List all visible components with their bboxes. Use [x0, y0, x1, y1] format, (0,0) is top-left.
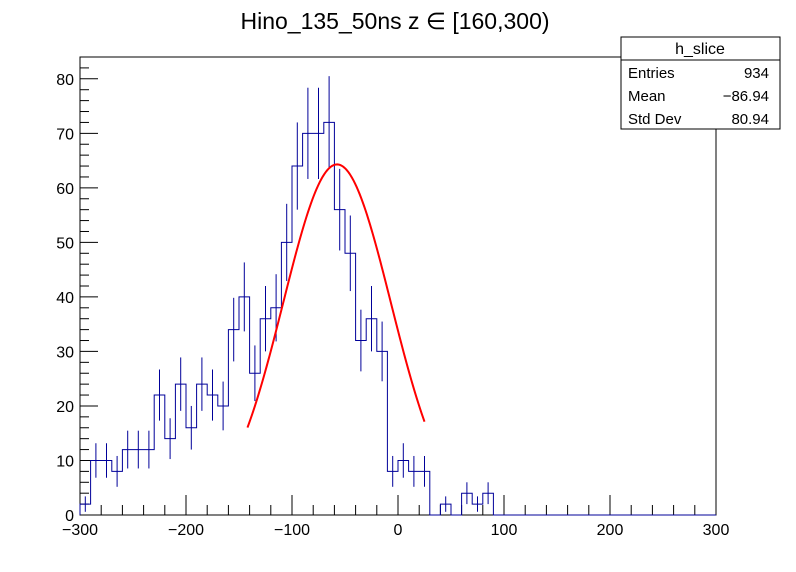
stats-stddev-value: 80.94	[731, 111, 769, 128]
x-tick-label: −100	[274, 522, 310, 539]
x-tick-label: 100	[491, 522, 518, 539]
gaussian-fit-curve	[246, 163, 426, 428]
stats-mean-label: Mean	[628, 88, 666, 105]
stats-mean-value: −86.94	[723, 88, 769, 105]
y-tick-label: 60	[56, 181, 74, 198]
y-tick-label: 0	[65, 508, 74, 525]
y-tick-label: 10	[56, 453, 74, 470]
x-tick-label: 0	[394, 522, 403, 539]
tick-labels: −300 −200 −100 0 100 200 300 0 10 20 30 40 50 60 70 80	[56, 72, 729, 539]
y-tick-label: 30	[56, 344, 74, 361]
stats-stddev-label: Std Dev	[628, 111, 682, 128]
chart-title: Hino_135_50ns z ∈ [160,300)	[240, 8, 549, 34]
x-tick-label: −300	[62, 522, 98, 539]
stats-entries-label: Entries	[628, 65, 675, 82]
y-tick-label: 40	[56, 290, 74, 307]
x-tick-label: 200	[597, 522, 624, 539]
x-tick-label: 300	[703, 522, 730, 539]
stats-box: h_slice Entries 934 Mean −86.94 Std Dev …	[620, 36, 781, 130]
y-tick-label: 20	[56, 399, 74, 416]
stats-entries-value: 934	[744, 65, 769, 82]
y-tick-label: 50	[56, 235, 74, 252]
stats-histogram-name: h_slice	[675, 41, 725, 58]
stats-box-frame	[620, 36, 781, 130]
y-tick-label: 80	[56, 72, 74, 89]
histogram-outline	[79, 121, 716, 516]
y-tick-label: 70	[56, 126, 74, 143]
x-tick-label: −200	[168, 522, 204, 539]
